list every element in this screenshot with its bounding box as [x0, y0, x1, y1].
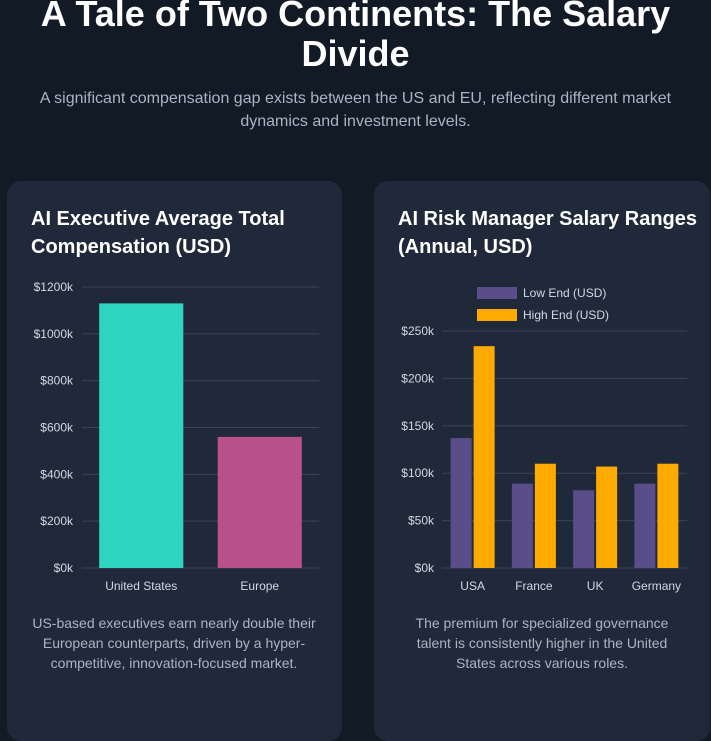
risk-salary-card: AI Risk Manager Salary Ranges (Annual, U… [374, 181, 710, 741]
legend-swatch [477, 309, 517, 321]
x-tick-label: USA [460, 579, 485, 593]
bar-germany-low [634, 483, 656, 568]
page-subtitle: A significant compensation gap exists be… [39, 90, 672, 130]
bar-germany-high [657, 463, 679, 568]
exec-comp-chart: $0k $200k $400k $600k $800k $1000k $1200k Unite… [34, 280, 319, 593]
y-tick-label: $0k [54, 561, 74, 575]
bar-united-states [99, 303, 184, 568]
bar-usa-high [473, 346, 495, 568]
y-tick-label: $800k [40, 374, 74, 388]
x-tick-label: Germany [632, 579, 681, 593]
bar-usa-low [450, 438, 472, 568]
exec-comp-title: AI Executive Average Total Compensation … [31, 208, 285, 258]
bar-uk-low [573, 490, 595, 568]
risk-salary-title: AI Risk Manager Salary Ranges (Annual, U… [398, 208, 698, 258]
y-tick-label: $1000k [34, 327, 74, 341]
risk-salary-chart: $0k $50k $100k $150k $200k $250k Low End (USD)… [401, 286, 687, 593]
bar-france-high [534, 463, 556, 568]
y-tick-label: $0k [415, 561, 435, 575]
bar-uk-high [596, 466, 618, 568]
y-tick-label: $400k [40, 467, 74, 481]
legend-label: Low End (USD) [523, 286, 606, 300]
legend-swatch [477, 287, 517, 299]
exec-comp-description: US-based executives earn nearly double t… [32, 615, 316, 671]
exec-comp-card: AI Executive Average Total Compensation … [7, 181, 342, 741]
y-tick-label: $250k [401, 324, 435, 338]
y-tick-label: $600k [40, 421, 74, 435]
y-tick-label: $100k [401, 466, 435, 480]
y-tick-label: $1200k [34, 280, 74, 294]
y-tick-label: $150k [401, 419, 435, 433]
x-tick-label: Europe [240, 579, 279, 593]
x-tick-label: France [515, 579, 553, 593]
y-tick-label: $200k [40, 514, 74, 528]
legend-label: High End (USD) [523, 308, 609, 322]
page-title: A Tale of Two Continents: The Salary Div… [40, 0, 671, 74]
x-tick-label: United States [105, 579, 177, 593]
y-tick-label: $200k [401, 371, 435, 385]
x-tick-label: UK [587, 579, 604, 593]
y-tick-label: $50k [408, 514, 435, 528]
risk-salary-description: The premium for specialized governance t… [415, 615, 669, 671]
bar-europe [217, 436, 302, 568]
bar-france-low [511, 483, 533, 568]
